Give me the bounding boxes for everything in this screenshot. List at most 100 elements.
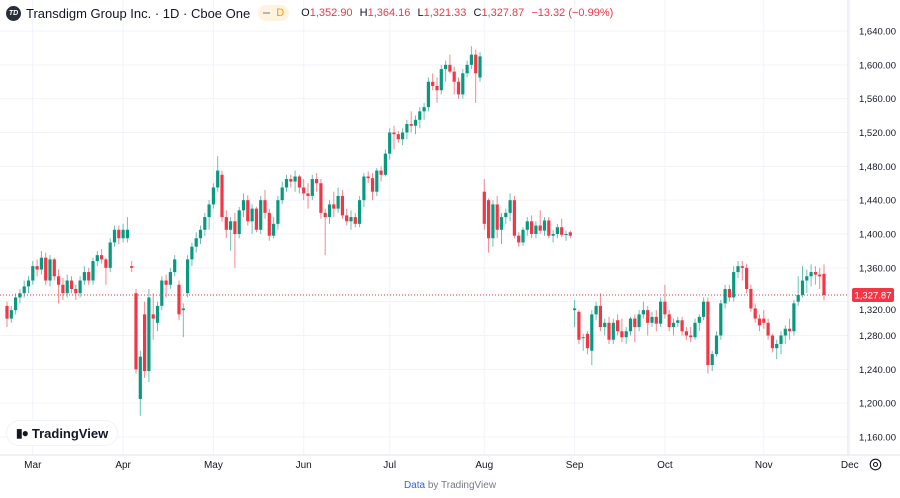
candle-body: [207, 204, 211, 218]
candle-body: [405, 124, 409, 133]
candle-body: [624, 331, 628, 338]
candle-body: [74, 288, 78, 294]
candle-body: [177, 284, 181, 315]
candle: [444, 60, 448, 82]
gear-icon[interactable]: [869, 458, 882, 471]
y-tick-label: 1,640.00: [859, 27, 896, 38]
candle-body: [69, 280, 74, 289]
candle-body: [26, 280, 31, 287]
candle-body: [108, 242, 112, 268]
delayed-badge-label: D: [276, 7, 285, 19]
candle: [702, 297, 706, 321]
candle-body: [173, 259, 177, 273]
candle: [542, 217, 547, 236]
candle: [383, 149, 387, 177]
y-tick-label: 1,520.00: [859, 128, 896, 139]
candle: [766, 318, 770, 340]
candle-body: [676, 320, 680, 323]
candle: [250, 204, 254, 234]
candle: [370, 173, 375, 201]
candle: [469, 46, 473, 70]
candle-body: [48, 259, 52, 281]
candle-body: [671, 322, 676, 328]
candle-body: [95, 255, 99, 262]
candle-body: [5, 305, 9, 319]
candle-body: [61, 284, 65, 294]
candle: [637, 310, 641, 332]
open-value: 1,352.90: [309, 7, 353, 19]
candle-body: [538, 225, 542, 231]
candle-body: [745, 267, 749, 289]
candle-body: [233, 221, 237, 234]
candle: [762, 310, 766, 329]
candle: [319, 179, 323, 219]
candle: [435, 77, 439, 103]
candle: [719, 299, 723, 340]
y-tick-label: 1,240.00: [859, 365, 896, 376]
close-value: 1,327.87: [481, 7, 525, 19]
candle: [104, 257, 108, 285]
candle-body: [689, 335, 693, 338]
candle: [714, 331, 719, 357]
candle-body: [229, 221, 233, 230]
candle: [706, 297, 710, 374]
candle: [680, 316, 684, 336]
candle-body: [659, 301, 663, 324]
symbol-title[interactable]: Transdigm Group Inc. · 1D · Cboe One: [26, 5, 251, 21]
candle: [822, 264, 826, 301]
candle: [379, 166, 383, 182]
candle: [229, 217, 233, 251]
candle-body: [241, 200, 246, 211]
candle-body: [753, 308, 757, 319]
candle-body: [740, 266, 744, 268]
x-tick-label: Mar: [24, 460, 42, 471]
candle: [753, 303, 757, 323]
candle: [800, 266, 805, 298]
candle-body: [155, 305, 160, 323]
candle: [87, 267, 91, 285]
candle-body: [706, 301, 710, 366]
candle-body: [637, 314, 641, 328]
tradingview-watermark[interactable]: ▮● TradingView: [7, 421, 118, 445]
candle: [14, 293, 18, 315]
market-status-badge[interactable]: D: [258, 5, 290, 21]
candle-body: [284, 179, 289, 188]
candle-body: [9, 310, 13, 319]
candle-body: [517, 235, 521, 243]
x-tick-label: Jul: [383, 460, 396, 471]
candle-body: [22, 286, 26, 294]
candle-body: [293, 176, 297, 182]
candle-body: [577, 311, 581, 340]
candle-body: [401, 132, 405, 140]
candle: [289, 174, 293, 188]
candle-body: [641, 310, 645, 315]
candle: [173, 255, 177, 277]
candle: [633, 314, 637, 343]
candle-body: [396, 134, 400, 140]
data-link[interactable]: Data: [403, 480, 426, 491]
candle-body: [762, 318, 766, 323]
candle: [263, 190, 267, 219]
candle: [663, 284, 667, 319]
candle-body: [809, 272, 813, 277]
candle-body: [35, 266, 39, 270]
candle: [48, 255, 52, 287]
candle-body: [598, 305, 602, 328]
candle-body: [349, 217, 353, 222]
candle-body: [710, 354, 714, 366]
candle-body: [504, 212, 508, 218]
candle-body: [521, 229, 525, 243]
candle-body: [198, 229, 203, 239]
candle-body: [164, 280, 168, 285]
candle-body: [315, 179, 319, 184]
candle-body: [246, 200, 250, 222]
candle: [474, 49, 478, 103]
candle-body: [112, 229, 117, 243]
candle: [224, 210, 228, 239]
candle: [770, 333, 774, 353]
candle: [117, 225, 121, 245]
candle: [813, 266, 817, 285]
candle: [577, 310, 581, 344]
candle-body: [448, 64, 452, 72]
